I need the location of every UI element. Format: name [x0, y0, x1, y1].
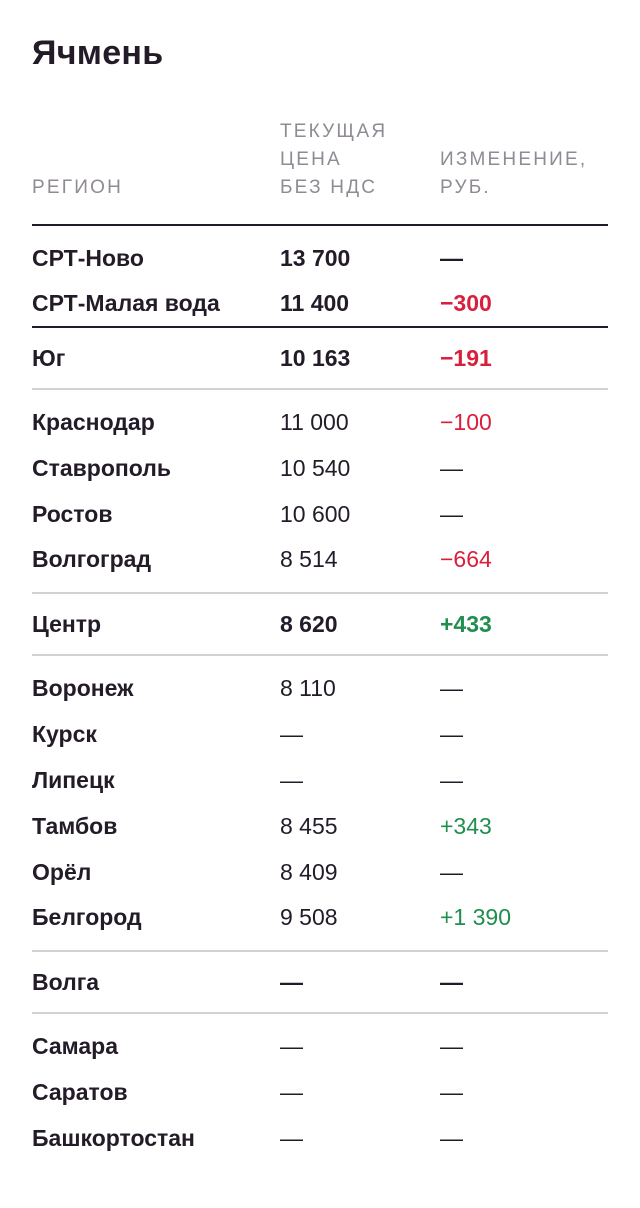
table-row: Саратов — —: [32, 1069, 608, 1115]
table-row: Центр 8 620 +433: [32, 592, 608, 655]
change-cell: −300: [440, 290, 492, 316]
change-cell: —: [440, 858, 463, 885]
region-cell: Белгород: [32, 904, 142, 930]
region-cell: Курск: [32, 720, 97, 747]
region-cell: Волга: [32, 950, 280, 1013]
region-cell: Башкортостан: [32, 1124, 195, 1151]
price-cell: —: [280, 950, 440, 1013]
table-row: Самара — —: [32, 1012, 608, 1069]
price-cell: 10 163: [280, 326, 440, 389]
price-cell: 10 600: [280, 500, 351, 527]
change-cell: —: [440, 766, 463, 793]
price-cell: 9 508: [280, 904, 338, 930]
change-cell: +343: [440, 812, 492, 839]
change-cell: —: [440, 720, 463, 747]
change-cell: —: [440, 245, 463, 271]
region-cell: Волгоград: [32, 546, 152, 572]
column-header-price: ТЕКУЩАЯ ЦЕНА БЕЗ НДС: [280, 118, 440, 226]
region-cell: Самара: [32, 1012, 280, 1069]
region-cell: Ставрополь: [32, 454, 172, 481]
change-cell: —: [440, 500, 463, 527]
price-cell: 8 455: [280, 812, 338, 839]
table-row: Краснодар 11 000 −100: [32, 388, 608, 445]
change-cell: —: [440, 950, 608, 1013]
page-title: Ячмень: [32, 34, 164, 72]
region-cell: Воронеж: [32, 654, 280, 711]
region-cell: Тамбов: [32, 812, 118, 839]
table-row: Ростов 10 600 —: [32, 491, 608, 537]
table-header-row: РЕГИОН ТЕКУЩАЯ ЦЕНА БЕЗ НДС ИЗМЕНЕНИЕ, Р…: [32, 118, 608, 226]
table-row: Волга — —: [32, 950, 608, 1013]
price-cell: —: [280, 720, 303, 747]
column-header-change: ИЗМЕНЕНИЕ, РУБ.: [440, 118, 608, 226]
region-cell: Орёл: [32, 858, 92, 885]
region-cell: Краснодар: [32, 388, 280, 445]
change-cell: −664: [440, 546, 492, 572]
change-cell: +433: [440, 592, 608, 655]
region-cell: Саратов: [32, 1078, 128, 1105]
price-cell: 11 400: [280, 290, 350, 316]
table-row: Воронеж 8 110 —: [32, 654, 608, 711]
change-cell: −191: [440, 326, 608, 389]
price-cell: —: [280, 1012, 440, 1069]
price-cell: —: [280, 1078, 303, 1105]
change-cell: —: [440, 1124, 463, 1151]
column-header-region: РЕГИОН: [32, 118, 280, 226]
region-cell: СРТ-Ново: [32, 245, 144, 271]
price-cell: 8 110: [280, 654, 440, 711]
table-row: Башкортостан — —: [32, 1115, 608, 1161]
table-row: Юг 10 163 −191: [32, 326, 608, 389]
table-row: Ставрополь 10 540 —: [32, 445, 608, 491]
price-cell: 10 540: [280, 454, 351, 481]
change-cell: —: [440, 654, 608, 711]
change-cell: —: [440, 1012, 608, 1069]
change-cell: —: [440, 1078, 463, 1105]
change-cell: −100: [440, 388, 608, 445]
region-cell: Центр: [32, 592, 280, 655]
table-row: Курск — —: [32, 711, 608, 757]
table-row: СРТ-Ново 13 700 —: [32, 225, 608, 281]
price-cell: 13 700: [280, 245, 351, 271]
table-row: Волгоград 8 514 −664: [32, 537, 608, 593]
table-row: СРТ-Малая вода 11 400 −300: [32, 281, 608, 327]
price-cell: 8 409: [280, 858, 338, 885]
region-cell: Липецк: [32, 766, 115, 793]
price-cell: —: [280, 766, 303, 793]
change-cell: —: [440, 454, 463, 481]
region-cell: Ростов: [32, 500, 113, 527]
price-cell: —: [280, 1124, 303, 1151]
region-cell: Юг: [32, 326, 280, 389]
price-cell: 8 514: [280, 546, 338, 572]
region-cell: СРТ-Малая вода: [32, 290, 220, 316]
price-table: РЕГИОН ТЕКУЩАЯ ЦЕНА БЕЗ НДС ИЗМЕНЕНИЕ, Р…: [32, 118, 608, 1161]
table-row: Тамбов 8 455 +343: [32, 803, 608, 849]
table-row: Белгород 9 508 +1 390: [32, 895, 608, 951]
price-cell: 11 000: [280, 388, 440, 445]
price-cell: 8 620: [280, 592, 440, 655]
table-row: Орёл 8 409 —: [32, 849, 608, 895]
table-row: Липецк — —: [32, 757, 608, 803]
change-cell: +1 390: [440, 904, 511, 930]
